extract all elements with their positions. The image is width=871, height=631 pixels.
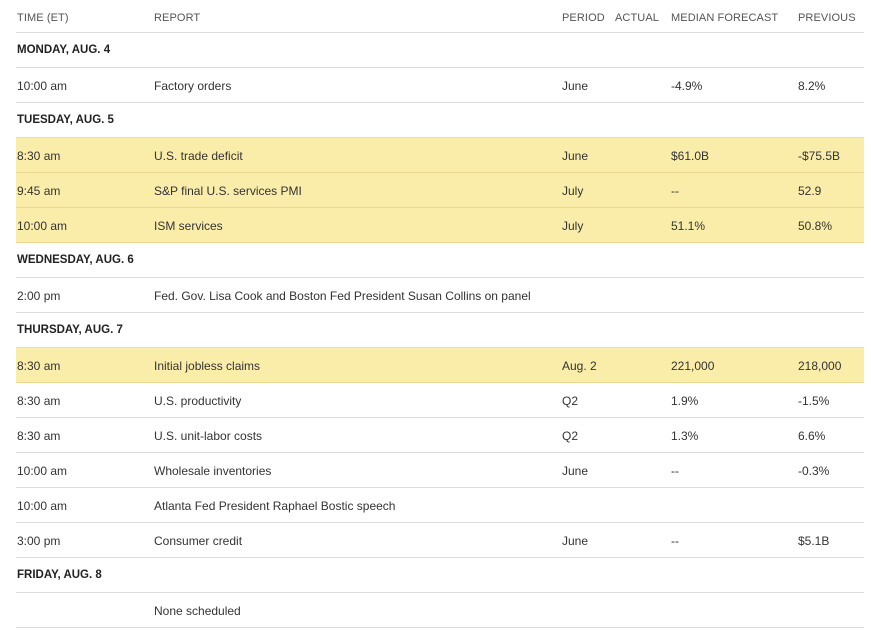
cell-report: None scheduled — [154, 604, 241, 618]
header-time: TIME (ET) — [17, 12, 69, 24]
cell-report: U.S. trade deficit — [154, 149, 243, 163]
cell-time: 10:00 am — [17, 464, 68, 478]
cell-previous: -0.3% — [798, 464, 830, 478]
header-actual: ACTUAL — [615, 12, 659, 24]
day-label: FRIDAY, AUG. 8 — [17, 569, 102, 581]
cell-median-forecast: 51.1% — [671, 219, 706, 233]
cell-median-forecast: -4.9% — [671, 79, 703, 93]
cell-period: June — [562, 149, 589, 163]
cell-median-forecast: -- — [671, 464, 679, 478]
day-label: WEDNESDAY, AUG. 6 — [17, 254, 134, 266]
table-row: 8:30 am U.S. productivity Q2 1.9% -1.5% — [16, 383, 864, 418]
cell-previous: 218,000 — [798, 359, 842, 373]
day-header-row: WEDNESDAY, AUG. 6 — [16, 243, 864, 278]
cell-time: 8:30 am — [17, 394, 61, 408]
cell-median-forecast: -- — [671, 534, 679, 548]
cell-time: 9:45 am — [17, 184, 61, 198]
cell-period: Q2 — [562, 394, 579, 408]
cell-period: June — [562, 79, 589, 93]
cell-median-forecast: 221,000 — [671, 359, 715, 373]
table-row: None scheduled — [16, 593, 864, 628]
cell-previous: -1.5% — [798, 394, 830, 408]
cell-period: June — [562, 534, 589, 548]
day-header-row: THURSDAY, AUG. 7 — [16, 313, 864, 348]
cell-report: U.S. unit-labor costs — [154, 429, 263, 443]
cell-median-forecast: $61.0B — [671, 149, 710, 163]
table-row: 10:00 am Wholesale inventories June -- -0.3% — [16, 453, 864, 488]
table-header: TIME (ET) REPORT PERIOD ACTUAL MEDIAN FO… — [16, 0, 864, 33]
cell-time: 2:00 pm — [17, 289, 61, 303]
cell-previous: $5.1B — [798, 534, 830, 548]
table-row: 10:00 am ISM services July 51.1% 50.8% — [16, 208, 864, 243]
cell-report: Consumer credit — [154, 534, 243, 548]
table-row: 8:30 am Initial jobless claims Aug. 2 221,0… — [16, 348, 864, 383]
cell-report: S&P final U.S. services PMI — [154, 184, 302, 198]
header-report: REPORT — [154, 12, 201, 24]
cell-previous: 52.9 — [798, 184, 822, 198]
cell-time: 3:00 pm — [17, 534, 61, 548]
cell-report: Fed. Gov. Lisa Cook and Boston Fed Presi… — [154, 289, 531, 303]
cell-period: Q2 — [562, 429, 579, 443]
cell-report: Wholesale inventories — [154, 464, 272, 478]
day-header-row: FRIDAY, AUG. 8 — [16, 558, 864, 593]
table-row: 10:00 am Factory orders June -4.9% 8.2% — [16, 68, 864, 103]
cell-report: Initial jobless claims — [154, 359, 261, 373]
day-label: THURSDAY, AUG. 7 — [17, 324, 123, 336]
table-row: 9:45 am S&P final U.S. services PMI July --… — [16, 173, 864, 208]
cell-median-forecast: 1.3% — [671, 429, 699, 443]
day-label: TUESDAY, AUG. 5 — [17, 114, 114, 126]
header-period: PERIOD — [562, 12, 605, 24]
cell-median-forecast: -- — [671, 184, 679, 198]
cell-time: 10:00 am — [17, 79, 68, 93]
cell-time: 10:00 am — [17, 499, 68, 513]
cell-report: Atlanta Fed President Raphael Bostic spe… — [154, 499, 396, 513]
cell-previous: 6.6% — [798, 429, 826, 443]
day-header-row: TUESDAY, AUG. 5 — [16, 103, 864, 138]
day-label: MONDAY, AUG. 4 — [17, 44, 111, 56]
cell-period: June — [562, 464, 589, 478]
table-row: 3:00 pm Consumer credit June -- $5.1B — [16, 523, 864, 558]
cell-previous: -$75.5B — [798, 149, 841, 163]
cell-previous: 50.8% — [798, 219, 833, 233]
header-median-forecast: MEDIAN FORECAST — [671, 12, 779, 24]
cell-period: Aug. 2 — [562, 359, 597, 373]
cell-report: ISM services — [154, 219, 223, 233]
table-row: 10:00 am Atlanta Fed President Raphael Bo… — [16, 488, 864, 523]
cell-report: Factory orders — [154, 79, 232, 93]
day-header-row: MONDAY, AUG. 4 — [16, 33, 864, 68]
cell-period: July — [562, 219, 584, 233]
cell-report: U.S. productivity — [154, 394, 242, 408]
cell-previous: 8.2% — [798, 79, 826, 93]
table-row: 8:30 am U.S. unit-labor costs Q2 1.3% 6.6% — [16, 418, 864, 453]
header-previous: PREVIOUS — [798, 12, 856, 24]
cell-time: 8:30 am — [17, 429, 61, 443]
cell-time: 8:30 am — [17, 359, 61, 373]
table-row: 8:30 am U.S. trade deficit June $61.0B -$75.… — [16, 138, 864, 173]
cell-period: July — [562, 184, 584, 198]
table-row: 2:00 pm Fed. Gov. Lisa Cook and Boston Fe… — [16, 278, 864, 313]
cell-median-forecast: 1.9% — [671, 394, 699, 408]
cell-time: 10:00 am — [17, 219, 68, 233]
cell-time: 8:30 am — [17, 149, 61, 163]
